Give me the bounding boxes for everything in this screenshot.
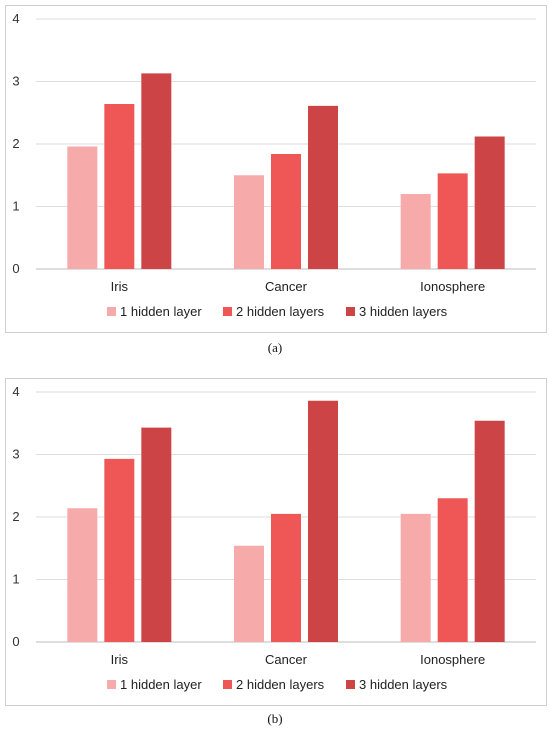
legend-swatch	[346, 680, 355, 689]
y-tick-label: 4	[12, 384, 19, 399]
y-tick-label: 3	[12, 447, 19, 462]
legend-label: 2 hidden layers	[236, 304, 325, 319]
x-category-label: Iris	[111, 279, 129, 294]
legend-label: 3 hidden layers	[359, 677, 448, 692]
chart-panel-a: 0 1 2 3 4 Iris Cancer Ionosphere 1 hidden layer 2…	[5, 5, 547, 333]
legend-swatch	[107, 307, 116, 316]
y-tick-label: 1	[12, 199, 19, 214]
x-category-label: Cancer	[265, 652, 308, 667]
bar-ionosphere-series-1	[400, 513, 431, 642]
y-tick-label: 3	[12, 74, 19, 89]
chart-panel-b: 0 1 2 3 4 Iris Cancer Ionosphere 1 hidden layer 2…	[5, 378, 547, 706]
bar-cancer-series-1	[234, 175, 264, 269]
bar-iris-series-2	[104, 104, 135, 269]
x-category-label: Cancer	[265, 279, 308, 294]
y-tick-label: 1	[12, 572, 19, 587]
legend-label: 1 hidden layer	[120, 677, 202, 692]
bar-cancer-series-3	[308, 400, 338, 642]
x-category-label: Ionosphere	[420, 279, 485, 294]
bar-chart-a: 0 1 2 3 4 Iris Cancer Ionosphere 1 hidden layer 2…	[12, 11, 536, 319]
y-tick-label: 0	[12, 634, 19, 649]
legend-label: 3 hidden layers	[359, 304, 448, 319]
bar-cancer-series-3	[308, 105, 338, 269]
y-tick-label: 2	[12, 509, 19, 524]
caption-b: (b)	[267, 711, 283, 726]
x-category-label: Ionosphere	[420, 652, 485, 667]
bar-ionosphere-series-1	[400, 194, 431, 269]
bar-iris-series-2	[104, 458, 135, 642]
y-tick-label: 0	[12, 261, 19, 276]
x-category-label: Iris	[111, 652, 129, 667]
legend-swatch	[107, 680, 116, 689]
legend-label: 1 hidden layer	[120, 304, 202, 319]
bar-ionosphere-series-2	[437, 498, 468, 642]
bar-ionosphere-series-3	[474, 136, 505, 269]
bar-ionosphere-series-2	[437, 173, 468, 269]
bar-cancer-series-1	[234, 545, 264, 642]
legend-label: 2 hidden layers	[236, 677, 325, 692]
bar-iris-series-3	[141, 73, 172, 269]
caption-a: (a)	[267, 340, 283, 355]
bar-iris-series-3	[141, 427, 172, 642]
bar-ionosphere-series-3	[474, 420, 505, 642]
legend-swatch	[346, 307, 355, 316]
legend-swatch	[223, 307, 232, 316]
y-tick-label: 2	[12, 136, 19, 151]
bar-chart-b: 0 1 2 3 4 Iris Cancer Ionosphere 1 hidden layer 2…	[12, 384, 536, 692]
legend-swatch	[223, 680, 232, 689]
bar-iris-series-1	[67, 508, 98, 642]
bar-cancer-series-2	[271, 154, 301, 269]
y-tick-label: 4	[12, 11, 19, 26]
bar-cancer-series-2	[271, 513, 301, 642]
bar-iris-series-1	[67, 146, 98, 269]
